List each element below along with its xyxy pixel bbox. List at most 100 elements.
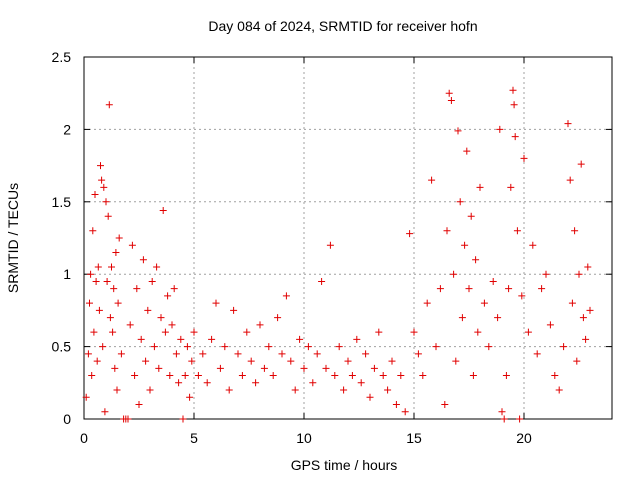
data-point (150, 343, 158, 351)
data-point (472, 256, 480, 264)
data-point (500, 415, 508, 423)
data-point (461, 241, 469, 249)
x-tick-label: 20 (516, 430, 532, 446)
data-point (86, 299, 93, 307)
data-point (128, 241, 136, 249)
data-point (533, 350, 541, 358)
data-point (436, 285, 444, 293)
data-point (188, 357, 196, 365)
data-point (115, 234, 123, 242)
data-point (179, 415, 187, 423)
data-point (159, 206, 167, 214)
data-point (419, 372, 427, 380)
data-point (366, 393, 374, 401)
data-point (456, 198, 464, 206)
data-point (485, 343, 493, 351)
data-point (502, 372, 510, 380)
x-axis-title: GPS time / hours (291, 457, 398, 473)
y-tick-label: 1 (63, 266, 71, 282)
data-point (379, 372, 387, 380)
plot-frame (83, 56, 613, 420)
data-point (93, 357, 101, 365)
data-point (131, 372, 139, 380)
data-point (538, 285, 546, 293)
data-point (100, 183, 108, 191)
data-point (476, 183, 484, 191)
data-point (111, 364, 119, 372)
data-point (278, 350, 286, 358)
x-tick-labels: 0 5 10 15 20 (80, 430, 532, 446)
x-tick-label: 10 (296, 430, 312, 446)
x-tick-label: 5 (190, 430, 198, 446)
data-point (551, 372, 559, 380)
data-point (584, 263, 592, 271)
data-point (265, 343, 273, 351)
data-point (458, 314, 466, 322)
data-point (322, 364, 330, 372)
data-point (106, 314, 114, 322)
y-tick-labels: 0 0.5 1 1.5 2 2.5 (52, 49, 72, 427)
data-point (155, 364, 163, 372)
data-point (112, 248, 120, 256)
data-point (177, 335, 185, 343)
data-point (357, 379, 365, 387)
data-point (225, 386, 233, 394)
data-point (92, 277, 100, 285)
data-point (586, 306, 594, 314)
data-point (406, 230, 414, 238)
data-point (94, 263, 102, 271)
data-point (124, 415, 132, 423)
data-point (110, 285, 118, 293)
data-point (146, 386, 154, 394)
data-point (452, 357, 460, 365)
data-point (447, 96, 455, 104)
data-point (170, 285, 178, 293)
data-point (518, 292, 526, 300)
data-point (117, 350, 125, 358)
data-point (243, 328, 251, 336)
data-point (114, 299, 122, 307)
data-point (183, 343, 191, 351)
data-point (582, 335, 590, 343)
data-point (82, 393, 90, 401)
data-point (291, 386, 299, 394)
data-point (84, 350, 92, 358)
data-point (103, 277, 111, 285)
data-point (234, 350, 242, 358)
data-point (469, 372, 477, 380)
data-point (524, 328, 532, 336)
data-point (496, 125, 504, 133)
data-point (384, 386, 392, 394)
data-point (260, 364, 268, 372)
data-point (505, 285, 513, 293)
y-tick-label: 2.5 (52, 49, 72, 65)
data-point (480, 299, 488, 307)
data-point (467, 212, 475, 220)
chart-title: Day 084 of 2024, SRMTID for receiver hof… (208, 18, 477, 34)
data-point (101, 408, 109, 416)
data-point (181, 372, 189, 380)
data-point (401, 408, 409, 416)
data-point (304, 343, 312, 351)
data-point (513, 227, 521, 235)
data-point (139, 256, 147, 264)
data-point (194, 372, 202, 380)
data-point (300, 364, 308, 372)
data-point (98, 176, 106, 184)
data-point (208, 335, 216, 343)
data-point (335, 343, 343, 351)
data-point (172, 350, 180, 358)
data-point (388, 357, 396, 365)
data-point (507, 183, 515, 191)
data-point (238, 372, 246, 380)
data-point (104, 212, 112, 220)
data-point (573, 357, 581, 365)
data-points (82, 86, 594, 423)
data-point (95, 306, 103, 314)
data-point (282, 292, 290, 300)
y-tick-label: 2 (63, 121, 71, 137)
data-point (108, 263, 115, 271)
y-axis-title: SRMTID / TECUs (5, 183, 21, 293)
data-point (164, 292, 172, 300)
data-point (166, 372, 174, 380)
